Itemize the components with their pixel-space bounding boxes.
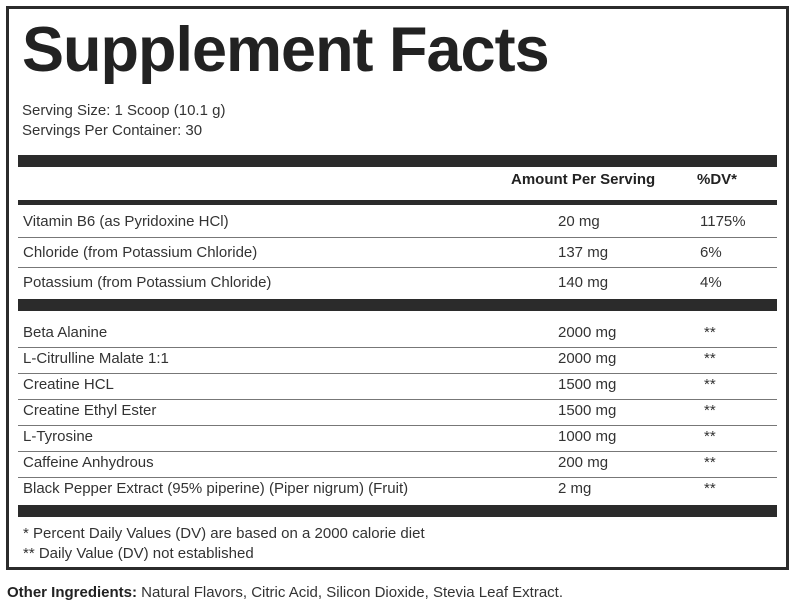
dv-header: %DV* [697, 171, 738, 188]
ingredient-dv: ** [704, 324, 716, 341]
ingredient-amount: 1500 mg [558, 402, 617, 419]
ingredient-amount: 1000 mg [558, 428, 617, 445]
row-divider [18, 373, 777, 374]
ingredient-amount: 200 mg [558, 454, 609, 471]
nutrient-dv: 4% [700, 274, 722, 291]
ingredient-amount: 1500 mg [558, 376, 617, 393]
other-ingredients-text: Natural Flavors, Citric Acid, Silicon Di… [137, 584, 564, 601]
nutrient-name: Potassium (from Potassium Chloride) [23, 274, 272, 291]
row-divider [18, 477, 777, 478]
footnote-not-established: ** Daily Value (DV) not established [23, 545, 254, 562]
ingredient-amount: 2000 mg [558, 350, 617, 367]
other-ingredients-label: Other Ingredients: [7, 584, 138, 601]
ingredient-name: L-Tyrosine [23, 428, 94, 445]
ingredient-dv: ** [704, 402, 716, 419]
row-divider [18, 425, 777, 426]
ingredient-dv: ** [704, 480, 716, 497]
other-ingredients: Other Ingredients: Natural Flavors, Citr… [7, 584, 563, 602]
nutrient-dv: 6% [700, 244, 722, 261]
row-divider [18, 237, 777, 238]
thick-divider-middle [18, 299, 777, 311]
servings-per-container: Servings Per Container: 30 [22, 122, 203, 139]
nutrient-name: Vitamin B6 (as Pyridoxine HCl) [23, 213, 229, 230]
ingredient-name: Caffeine Anhydrous [23, 454, 154, 471]
footnote-dv-basis: * Percent Daily Values (DV) are based on… [23, 525, 425, 542]
supplement-facts-panel: Supplement Facts Serving Size: 1 Scoop (… [6, 6, 789, 570]
nutrient-amount: 20 mg [558, 213, 600, 230]
row-divider [18, 399, 777, 400]
ingredient-dv: ** [704, 428, 716, 445]
serving-size: Serving Size: 1 Scoop (10.1 g) [22, 102, 226, 119]
ingredient-name: Creatine Ethyl Ester [23, 402, 157, 419]
row-divider [18, 347, 777, 348]
ingredient-dv: ** [704, 376, 716, 393]
ingredient-dv: ** [704, 350, 716, 367]
row-divider [18, 267, 777, 268]
ingredient-amount: 2 mg [558, 480, 592, 497]
ingredient-name: Creatine HCL [23, 376, 114, 393]
ingredient-name: L-Citrulline Malate 1:1 [23, 350, 169, 367]
amount-per-serving-header: Amount Per Serving [511, 171, 656, 188]
ingredient-name: Black Pepper Extract (95% piperine) (Pip… [23, 480, 409, 497]
header-divider [18, 200, 777, 205]
nutrient-name: Chloride (from Potassium Chloride) [23, 244, 258, 261]
row-divider [18, 451, 777, 452]
ingredient-name: Beta Alanine [23, 324, 108, 341]
thick-divider-bottom [18, 505, 777, 517]
nutrient-amount: 137 mg [558, 244, 609, 261]
nutrient-amount: 140 mg [558, 274, 609, 291]
panel-title: Supplement Facts [22, 15, 550, 85]
nutrient-dv: 1175% [700, 213, 746, 230]
ingredient-dv: ** [704, 454, 716, 471]
thick-divider-top [18, 155, 777, 167]
ingredient-amount: 2000 mg [558, 324, 617, 341]
